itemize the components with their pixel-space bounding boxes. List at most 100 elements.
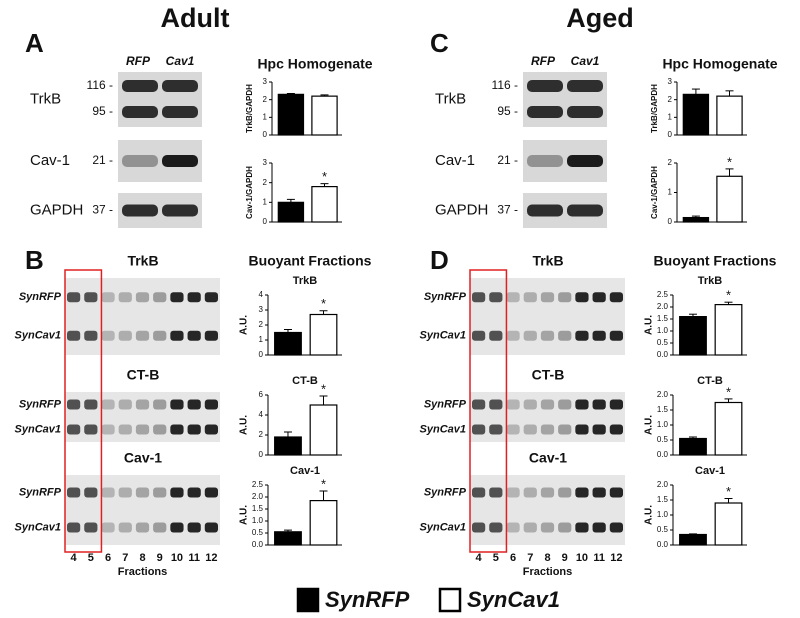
band bbox=[162, 155, 198, 167]
y-axis-label: Cav-1/GAPDH bbox=[245, 166, 254, 219]
blot-title: CT-B bbox=[532, 367, 565, 383]
y-tick-label: 0.0 bbox=[657, 350, 669, 359]
bar bbox=[714, 401, 743, 456]
chart-title: Cav-1 bbox=[695, 465, 725, 477]
blot-label: Cav-1 bbox=[30, 152, 70, 169]
y-tick-label: 2 bbox=[263, 178, 268, 187]
band bbox=[67, 292, 81, 303]
band bbox=[67, 399, 81, 410]
bar bbox=[277, 201, 305, 223]
band bbox=[84, 487, 98, 498]
fraction-number: 4 bbox=[476, 552, 483, 564]
y-tick-label: 2 bbox=[259, 430, 264, 439]
band bbox=[135, 487, 150, 498]
blot-label: TrkB bbox=[30, 90, 61, 107]
row-label: SynCav1 bbox=[420, 521, 466, 533]
band bbox=[472, 487, 486, 498]
bar bbox=[679, 533, 707, 546]
band bbox=[187, 487, 201, 498]
band bbox=[472, 292, 486, 303]
band bbox=[101, 292, 115, 303]
size-marker: 95 - bbox=[92, 104, 113, 118]
fraction-number: 5 bbox=[88, 552, 94, 564]
band bbox=[187, 522, 201, 533]
chart-title: CT-B bbox=[697, 375, 723, 387]
band bbox=[592, 292, 606, 303]
size-marker: 37 - bbox=[92, 203, 113, 217]
bar bbox=[679, 437, 707, 456]
y-tick-label: 2.0 bbox=[657, 480, 669, 489]
bar bbox=[682, 216, 710, 223]
significance: * bbox=[726, 288, 731, 303]
band bbox=[84, 522, 98, 533]
band bbox=[187, 292, 201, 303]
blot-label: TrkB bbox=[435, 90, 466, 107]
band bbox=[122, 80, 158, 92]
highlight-box bbox=[469, 269, 508, 553]
y-tick-label: 1.5 bbox=[657, 314, 669, 323]
band bbox=[558, 487, 572, 498]
band bbox=[506, 487, 520, 498]
band bbox=[67, 487, 81, 498]
significance: * bbox=[726, 384, 731, 399]
band bbox=[558, 522, 572, 533]
y-tick-label: 3 bbox=[668, 77, 673, 86]
band bbox=[84, 424, 98, 435]
y-axis-label: A.U. bbox=[239, 315, 250, 335]
band bbox=[170, 292, 184, 303]
band bbox=[118, 487, 132, 498]
y-tick-label: 4 bbox=[259, 290, 264, 299]
band bbox=[567, 155, 603, 167]
row-label: SynCav1 bbox=[15, 423, 61, 435]
fraction-number: 7 bbox=[527, 552, 533, 564]
fractions-label: Fractions bbox=[523, 566, 573, 578]
fraction-number: 11 bbox=[188, 552, 200, 564]
band bbox=[101, 424, 115, 435]
section-heading: Hpc Homogenate bbox=[257, 56, 372, 72]
band bbox=[540, 487, 555, 498]
band bbox=[540, 330, 555, 341]
y-tick-label: 0.5 bbox=[657, 338, 669, 347]
y-axis-label: A.U. bbox=[644, 415, 655, 435]
y-tick-label: 1.0 bbox=[657, 420, 669, 429]
y-axis-label: A.U. bbox=[644, 505, 655, 525]
y-tick-label: 3 bbox=[263, 77, 268, 86]
y-tick-label: 0.0 bbox=[657, 540, 669, 549]
band bbox=[592, 424, 606, 435]
band bbox=[592, 399, 606, 410]
bar bbox=[714, 304, 743, 356]
band bbox=[204, 424, 218, 435]
size-marker: 116 - bbox=[87, 78, 113, 92]
lane-label: RFP bbox=[531, 54, 556, 68]
y-tick-label: 1.0 bbox=[657, 510, 669, 519]
band bbox=[118, 330, 132, 341]
bar bbox=[309, 313, 338, 356]
panel-letter: A bbox=[25, 28, 44, 58]
band bbox=[609, 424, 623, 435]
band bbox=[67, 522, 81, 533]
band bbox=[67, 330, 81, 341]
y-tick-label: 2 bbox=[259, 320, 264, 329]
size-marker: 37 - bbox=[497, 203, 518, 217]
panel-letter: D bbox=[430, 245, 449, 275]
band bbox=[153, 330, 167, 341]
column-title: Adult bbox=[161, 3, 230, 33]
legend-label: SynRFP bbox=[325, 587, 410, 612]
band bbox=[523, 522, 537, 533]
row-label: SynCav1 bbox=[420, 423, 466, 435]
significance: * bbox=[321, 296, 326, 311]
y-tick-label: 1 bbox=[263, 112, 268, 121]
band bbox=[489, 330, 503, 341]
band bbox=[592, 487, 606, 498]
band bbox=[204, 487, 218, 498]
band bbox=[135, 424, 150, 435]
y-tick-label: 1.0 bbox=[252, 516, 264, 525]
highlight-box bbox=[64, 269, 103, 553]
band bbox=[558, 424, 572, 435]
band bbox=[558, 399, 572, 410]
band bbox=[567, 204, 603, 217]
bar bbox=[679, 316, 707, 356]
legend-label: SynCav1 bbox=[467, 587, 560, 612]
blot-title: CT-B bbox=[127, 367, 160, 383]
